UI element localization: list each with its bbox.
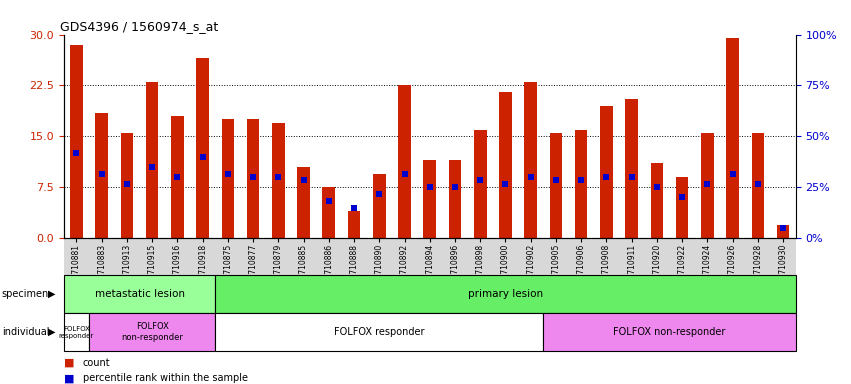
Bar [474,129,487,238]
Text: FOLFOX non-responder: FOLFOX non-responder [614,327,726,337]
Bar [64,313,89,351]
Bar [543,313,796,351]
Text: ▶: ▶ [48,289,55,299]
Text: primary lesion: primary lesion [468,289,543,299]
Bar [89,313,215,351]
Text: ▶: ▶ [48,327,55,337]
Bar [448,160,461,238]
Bar [95,113,108,238]
Point [549,177,563,184]
Text: ■: ■ [64,358,74,368]
Bar [777,225,790,238]
Bar [323,187,335,238]
Bar [70,45,83,238]
Point [170,174,184,180]
Bar [550,133,563,238]
Point [524,174,538,180]
Bar [373,174,386,238]
Point [347,204,361,210]
Point [94,170,108,177]
Text: FOLFOX responder: FOLFOX responder [334,327,425,337]
Point [373,191,386,197]
Text: individual: individual [2,327,49,337]
Point [776,225,790,231]
Point [448,184,462,190]
Bar [272,123,284,238]
Bar [650,164,663,238]
Point [473,177,487,184]
Point [625,174,638,180]
Bar [524,82,537,238]
Text: specimen: specimen [2,289,49,299]
Bar [215,313,543,351]
Bar [171,116,184,238]
Bar [297,167,310,238]
Bar [751,133,764,238]
Bar [726,38,739,238]
Bar [575,129,587,238]
Bar [215,275,796,313]
Point [221,170,235,177]
Text: count: count [83,358,110,368]
Point [70,150,83,156]
Text: percentile rank within the sample: percentile rank within the sample [83,373,248,383]
Bar [197,58,209,238]
Point [146,164,159,170]
Point [751,181,765,187]
Text: FOLFOX
non-responder: FOLFOX non-responder [121,323,183,342]
Text: GDS4396 / 1560974_s_at: GDS4396 / 1560974_s_at [60,20,219,33]
Point [676,194,689,200]
Point [726,170,740,177]
Bar [121,133,134,238]
Point [650,184,664,190]
Bar [701,133,714,238]
Bar [398,86,411,238]
Point [297,177,311,184]
Text: metastatic lesion: metastatic lesion [94,289,185,299]
Point [271,174,285,180]
Point [574,177,588,184]
Point [322,198,335,204]
Bar [625,99,638,238]
Bar [500,92,511,238]
Point [600,174,614,180]
Bar [221,119,234,238]
Point [196,154,209,160]
Bar [247,119,260,238]
Text: FOLFOX
responder: FOLFOX responder [59,326,94,339]
Point [397,170,411,177]
Text: ■: ■ [64,373,74,383]
Point [423,184,437,190]
Point [246,174,260,180]
Bar [64,275,215,313]
Point [700,181,714,187]
Point [499,181,512,187]
Point [120,181,134,187]
Bar [676,177,688,238]
Bar [424,160,436,238]
Bar [146,82,158,238]
Bar [348,211,360,238]
Bar [600,106,613,238]
